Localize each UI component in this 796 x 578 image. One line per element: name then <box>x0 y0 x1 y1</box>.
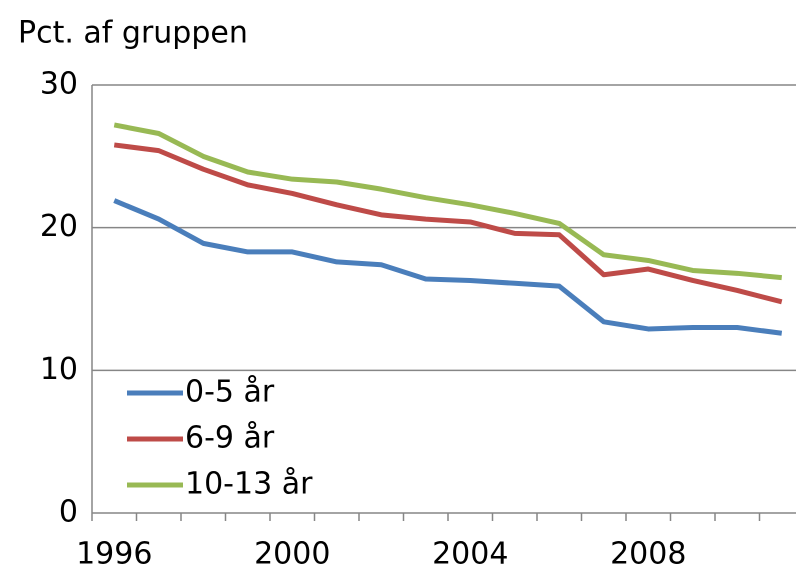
series-line <box>113 142 783 305</box>
x-tick-label: 1996 <box>76 537 152 572</box>
y-tick-label: 30 <box>40 67 78 102</box>
legend-label: 6-9 år <box>185 421 275 456</box>
legend-label: 10-13 år <box>185 467 313 502</box>
x-tick-label: 2000 <box>254 537 330 572</box>
x-tick-label: 2008 <box>610 537 686 572</box>
y-tick-label: 0 <box>59 495 78 530</box>
series-line <box>113 122 782 281</box>
y-tick-label: 10 <box>40 352 78 387</box>
x-tick-label: 2004 <box>432 537 508 572</box>
y-tick-label: 20 <box>40 209 78 244</box>
chart-title: Pct. af gruppen <box>18 16 248 51</box>
series-line <box>113 198 783 336</box>
legend-label: 0-5 år <box>185 375 275 410</box>
